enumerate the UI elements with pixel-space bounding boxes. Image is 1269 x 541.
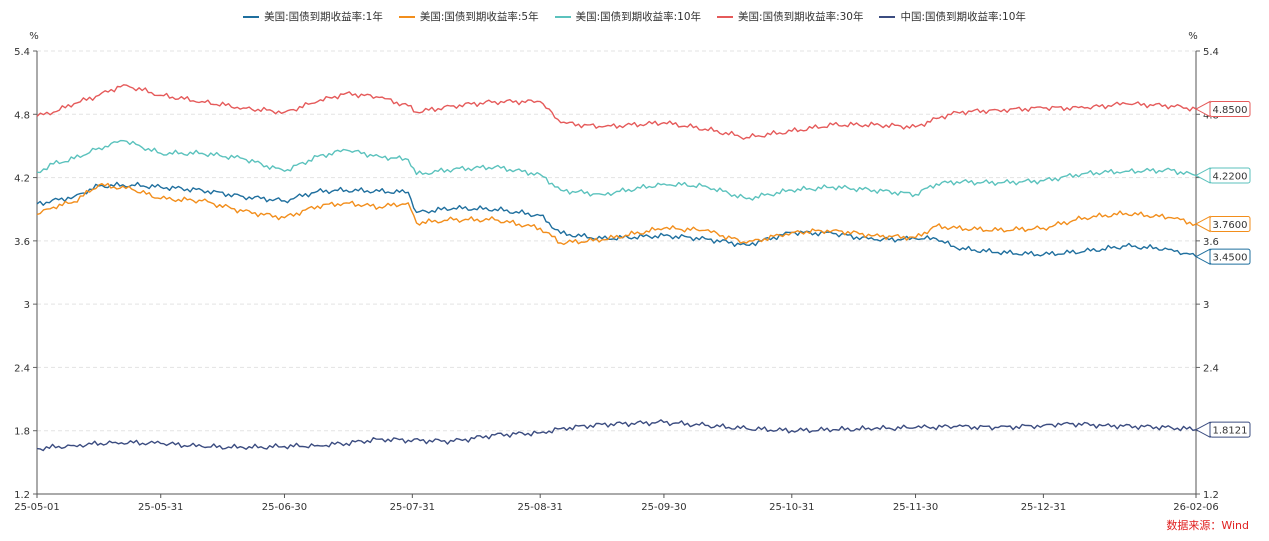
y-tick-label-right: 2.4 (1203, 363, 1219, 374)
end-label-box (1209, 101, 1251, 118)
series-line (36, 84, 1197, 140)
grid-lines (37, 50, 1196, 432)
end-label-box (1209, 248, 1251, 265)
end-value-labels: 3.4500 3.7600 4.2200 4.8500 1.8121 (1194, 100, 1251, 438)
series-line (36, 419, 1197, 452)
chart-axes: 5.44.84.23.632.41.81.25.44.84.23.632.41.… (14, 31, 1219, 513)
data-source-note: 数据来源：Wind (1166, 519, 1249, 532)
chart-legend: 美国:国债到期收益率:1年 美国:国债到期收益率:5年 美国:国债到期收益率:10年… (0, 9, 1269, 24)
x-tick-label: 25-09-30 (641, 502, 686, 513)
legend-label: 美国:国债到期收益率:10年 (575, 11, 702, 23)
legend-item[interactable]: 美国:国债到期收益率:5年 (398, 9, 539, 24)
end-value-label: 1.8121 (1213, 426, 1248, 437)
legend-item[interactable]: 中国:国债到期收益率:10年 (879, 9, 1026, 24)
x-tick-label: 25-05-01 (14, 502, 59, 513)
legend-item[interactable]: 美国:国债到期收益率:10年 (554, 9, 702, 24)
y-tick-label-right: 3 (1203, 300, 1209, 311)
x-tick-label: 26-02-06 (1173, 502, 1218, 513)
y-tick-label-right: 5.4 (1203, 47, 1219, 58)
legend-swatch (243, 15, 260, 18)
end-value-label: 3.4500 (1213, 253, 1248, 264)
end-label-pointer (1194, 248, 1211, 266)
x-tick-label: 25-08-31 (518, 502, 563, 513)
x-tick-label: 25-11-30 (893, 502, 938, 513)
end-value-label: 4.2200 (1213, 171, 1248, 182)
y-tick-label-left: 5.4 (14, 47, 30, 58)
y-tick-label-left: 3.6 (14, 237, 30, 248)
y-tick-label-left: 1.2 (14, 490, 30, 501)
series-line (36, 182, 1197, 246)
x-tick-label: 25-06-30 (262, 502, 307, 513)
y-unit-right: % (1188, 31, 1198, 42)
x-tick-label: 25-07-31 (390, 502, 435, 513)
end-value-label: 3.7600 (1213, 220, 1248, 231)
legend-swatch (879, 15, 896, 18)
series-line (36, 181, 1197, 258)
y-tick-label-right: 1.2 (1203, 490, 1219, 501)
x-tick-label: 25-12-31 (1021, 502, 1066, 513)
end-label-pointer (1194, 215, 1211, 233)
x-tick-label: 25-10-31 (769, 502, 814, 513)
x-tick-label: 25-05-31 (138, 502, 183, 513)
y-tick-label-right: 3.6 (1203, 237, 1219, 248)
y-tick-label-left: 2.4 (14, 363, 30, 374)
y-tick-label-left: 1.8 (14, 427, 30, 438)
y-unit-left: % (29, 31, 39, 42)
legend-item[interactable]: 美国:国债到期收益率:30年 (717, 9, 863, 24)
end-value-label: 4.8500 (1213, 105, 1248, 116)
legend-label: 美国:国债到期收益率:30年 (738, 11, 864, 23)
legend-label: 美国:国债到期收益率:1年 (264, 11, 383, 23)
y-tick-label-left: 3 (24, 300, 30, 311)
legend-swatch (398, 15, 415, 18)
legend-item[interactable]: 美国:国债到期收益率:1年 (243, 9, 383, 24)
legend-swatch (554, 15, 571, 18)
legend-swatch (717, 15, 734, 18)
end-label-box (1209, 421, 1251, 438)
end-label-box (1209, 215, 1251, 232)
series-line (36, 139, 1197, 201)
y-tick-label-left: 4.2 (14, 174, 30, 185)
legend-label: 中国:国债到期收益率:10年 (900, 11, 1026, 23)
legend-label: 美国:国债到期收益率:5年 (419, 11, 539, 23)
series-lines (36, 84, 1197, 452)
y-tick-label-left: 4.8 (14, 110, 30, 121)
end-label-box (1209, 167, 1251, 184)
